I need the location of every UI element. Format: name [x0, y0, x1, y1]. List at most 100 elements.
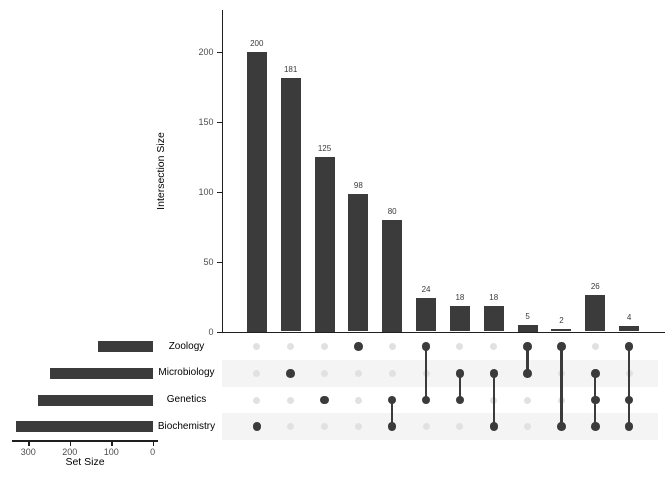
intersection-bar — [246, 51, 267, 332]
intersection-bar — [551, 328, 572, 332]
intersection-size-axis-title: Intersection Size — [155, 132, 167, 210]
matrix-dot-active — [624, 422, 634, 431]
matrix-dot-active — [489, 369, 498, 378]
y-tick-mark — [217, 261, 222, 263]
intersection-bar-value: 18 — [455, 293, 465, 303]
intersection-bar-value: 181 — [283, 65, 298, 75]
matrix-dot-active — [557, 342, 566, 351]
set-size-axis-title: Set Size — [65, 456, 105, 468]
matrix-dot-inactive — [354, 423, 362, 431]
matrix-connector — [492, 373, 495, 427]
set-size-bar — [37, 394, 153, 406]
intersection-bar — [382, 219, 403, 332]
set-size-axis-line — [12, 440, 158, 442]
intersection-bar — [585, 295, 606, 332]
intersection-bar-value: 98 — [353, 181, 363, 191]
y-tick-label: 200 — [198, 47, 214, 57]
matrix-dot-inactive — [524, 396, 532, 404]
intersection-bar-value: 5 — [525, 311, 530, 321]
matrix-connector — [391, 400, 394, 427]
matrix-dot-active — [591, 422, 600, 431]
intersection-bar — [280, 78, 301, 332]
matrix-dot-active — [387, 395, 397, 405]
matrix-connector — [424, 346, 428, 401]
intersection-bar — [483, 306, 504, 332]
y-tick-mark — [217, 51, 222, 53]
matrix-dot-active — [455, 369, 465, 378]
set-name-label: Biochemistry — [157, 420, 216, 432]
matrix-dot-inactive — [287, 423, 295, 431]
matrix-dot-inactive — [456, 343, 464, 351]
y-tick-label: 50 — [203, 257, 214, 267]
matrix-dot-inactive — [388, 369, 396, 377]
matrix-dot-active — [455, 395, 465, 405]
matrix-dot-active — [421, 395, 431, 405]
intersection-bar — [314, 156, 335, 332]
y-tick-mark — [217, 191, 222, 193]
matrix-dot-inactive — [321, 423, 328, 431]
y-axis-line — [221, 10, 223, 333]
matrix-dot-active — [523, 342, 532, 351]
matrix-dot-active — [557, 422, 566, 431]
matrix-dot-inactive — [591, 343, 599, 351]
set-size-bar — [15, 421, 153, 433]
x-tick-label: 200 — [62, 447, 78, 457]
matrix-connector — [526, 346, 529, 374]
set-size-bar — [97, 341, 153, 353]
x-axis-line — [221, 331, 665, 333]
x-tick-mark — [152, 441, 154, 446]
intersection-bar — [416, 297, 437, 332]
matrix-dot-inactive — [321, 343, 328, 351]
intersection-bar-value: 125 — [317, 143, 332, 153]
intersection-bar-value: 24 — [421, 284, 431, 294]
matrix-dot-inactive — [524, 423, 532, 431]
matrix-dot-active — [252, 422, 262, 431]
matrix-dot-inactive — [456, 423, 464, 431]
intersection-bar — [348, 194, 369, 332]
x-tick-label: 300 — [20, 447, 36, 457]
intersection-bar-value: 200 — [250, 38, 264, 48]
matrix-dot-inactive — [388, 343, 396, 351]
matrix-dot-active — [591, 395, 600, 405]
matrix-dot-active — [286, 369, 295, 378]
matrix-dot-active — [591, 369, 600, 378]
matrix-row-stripe — [222, 413, 658, 441]
y-tick-mark — [217, 121, 222, 123]
intersection-bar — [517, 324, 538, 332]
matrix-dot-active — [523, 369, 532, 378]
matrix-connector — [458, 373, 462, 401]
matrix-dot-active — [489, 422, 498, 431]
matrix-dot-inactive — [287, 396, 295, 404]
matrix-dot-active — [624, 342, 634, 351]
matrix-dot-active — [624, 395, 634, 405]
matrix-dot-inactive — [287, 343, 295, 351]
intersection-bar — [619, 325, 640, 332]
set-name-label: Zoology — [168, 340, 205, 352]
intersection-bar-value: 80 — [387, 206, 397, 216]
intersection-bar-value: 18 — [489, 293, 499, 303]
matrix-dot-active — [320, 395, 329, 405]
matrix-dot-inactive — [354, 396, 362, 404]
matrix-dot-inactive — [253, 396, 261, 404]
matrix-dot-inactive — [490, 343, 498, 351]
set-name-label: Genetics — [166, 394, 207, 406]
y-tick-label: 150 — [198, 117, 214, 127]
intersection-bar-value: 4 — [626, 312, 632, 322]
matrix-dot-inactive — [253, 343, 261, 351]
y-tick-label: 0 — [208, 327, 214, 337]
matrix-dot-active — [354, 342, 363, 351]
matrix-connector — [627, 346, 631, 427]
y-tick-label: 100 — [198, 187, 214, 197]
x-tick-mark — [28, 441, 30, 446]
matrix-dot-inactive — [354, 369, 362, 377]
x-tick-label: 0 — [150, 447, 156, 457]
set-size-bar — [49, 367, 153, 379]
matrix-dot-inactive — [422, 423, 430, 431]
intersection-bar-value: 2 — [559, 315, 564, 325]
x-tick-label: 100 — [103, 447, 119, 457]
matrix-dot-active — [387, 422, 397, 431]
x-tick-mark — [69, 441, 72, 446]
matrix-dot-active — [421, 342, 431, 351]
y-tick-mark — [217, 331, 222, 333]
